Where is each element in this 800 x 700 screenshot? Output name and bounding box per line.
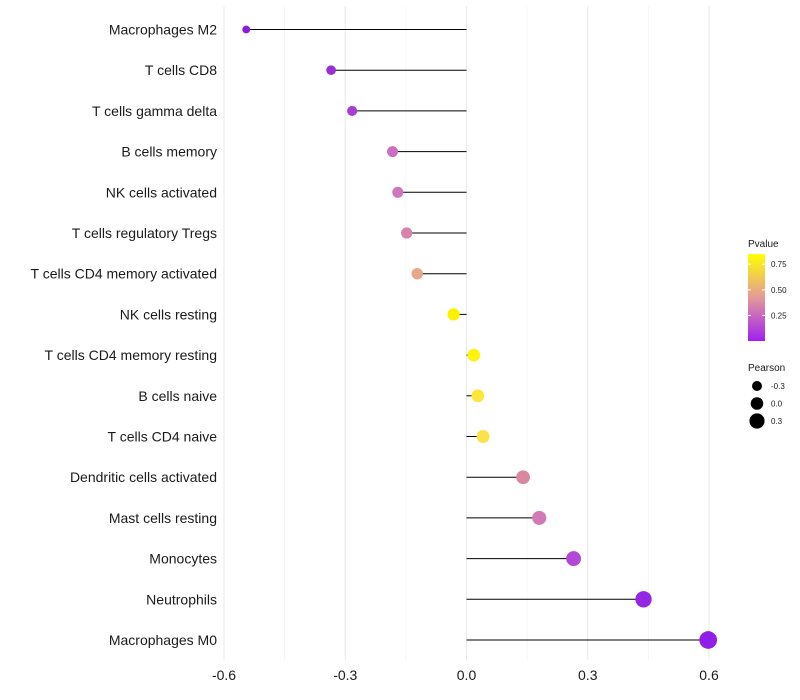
lollipop-point xyxy=(516,470,530,485)
legend-pearson: Pearson -0.3 0.0 0.3 xyxy=(748,363,785,429)
lollipop-point xyxy=(387,146,399,158)
size-legend-label: 0.3 xyxy=(771,417,783,426)
category-label: Dendritic cells activated xyxy=(70,469,217,485)
category-label: T cells CD4 memory activated xyxy=(31,266,217,282)
x-tick-label: -0.6 xyxy=(212,667,236,683)
grid-layer xyxy=(223,6,710,660)
category-label: Macrophages M0 xyxy=(109,632,217,648)
x-tick-label: -0.3 xyxy=(333,667,357,683)
category-label: Macrophages M2 xyxy=(109,22,217,38)
lollipop-point xyxy=(467,348,481,362)
legend-pvalue: Pvalue 0.75 0.50 0.25 xyxy=(748,239,787,341)
lollipop-point xyxy=(532,510,547,525)
x-tick-label: 0.6 xyxy=(699,667,719,683)
x-tick-label: 0.0 xyxy=(457,667,477,683)
legend-pearson-items: -0.3 0.0 0.3 xyxy=(749,381,785,429)
x-tick-label: 0.3 xyxy=(578,667,598,683)
legend-pvalue-title: Pvalue xyxy=(748,239,779,250)
category-label: Neutrophils xyxy=(146,591,217,607)
category-labels: Macrophages M2 T cells CD8 T cells gamma d… xyxy=(31,22,218,649)
lollipop-point xyxy=(566,551,582,567)
size-legend-dot xyxy=(752,381,762,391)
size-legend-dot xyxy=(750,397,764,410)
lollipop-point xyxy=(242,25,251,34)
lollipop-point xyxy=(635,591,652,608)
lollipop-point xyxy=(447,308,460,321)
colorbar-tick-label: 0.25 xyxy=(771,311,787,320)
category-label: T cells CD8 xyxy=(145,62,217,78)
point-layer xyxy=(242,25,718,649)
colorbar-tick-label: 0.75 xyxy=(771,260,787,269)
size-legend-dot xyxy=(749,413,765,429)
category-label: T cells CD4 naive xyxy=(108,429,218,445)
x-axis-ticks: -0.6 -0.3 0.0 0.3 0.6 xyxy=(212,667,719,683)
size-legend-label: -0.3 xyxy=(771,382,785,391)
stem-layer xyxy=(246,29,709,641)
lollipop-point xyxy=(471,389,485,403)
lollipop-point xyxy=(347,105,358,116)
lollipop-point xyxy=(326,65,336,76)
lollipop-point xyxy=(411,267,423,280)
legend-pvalue-ticks: 0.75 0.50 0.25 xyxy=(748,260,787,320)
category-label: NK cells resting xyxy=(120,306,217,322)
category-label: Mast cells resting xyxy=(109,510,217,526)
category-label: B cells memory xyxy=(121,144,217,160)
category-label: T cells CD4 memory resting xyxy=(45,347,217,363)
category-label: T cells regulatory Tregs xyxy=(72,225,217,241)
lollipop-point xyxy=(392,186,404,198)
legend-pearson-title: Pearson xyxy=(748,363,785,374)
category-label: NK cells activated xyxy=(106,184,217,200)
lollipop-point xyxy=(401,227,413,239)
lollipop-point xyxy=(476,430,490,443)
size-legend-label: 0.0 xyxy=(771,400,783,409)
category-label: T cells gamma delta xyxy=(92,103,217,119)
lollipop-point xyxy=(699,631,718,649)
category-label: B cells naive xyxy=(138,388,217,404)
legend-pvalue-colorbar xyxy=(748,254,765,341)
colorbar-tick-label: 0.50 xyxy=(771,286,787,295)
category-label: Monocytes xyxy=(149,551,217,567)
